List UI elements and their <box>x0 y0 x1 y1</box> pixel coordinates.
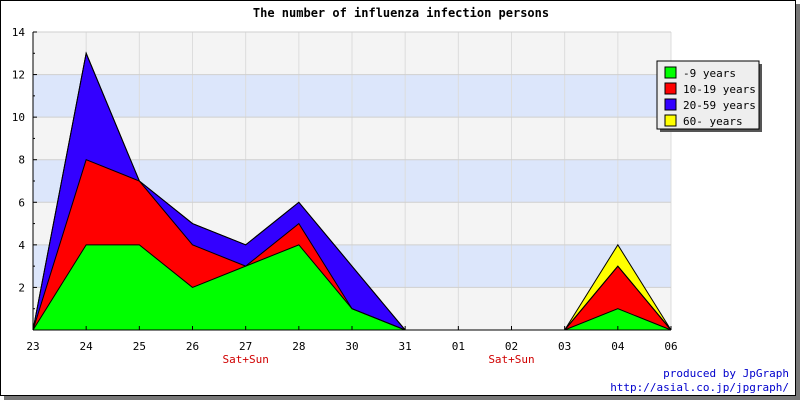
credit-line-1: produced by JpGraph <box>663 367 789 380</box>
weekend-label: Sat+Sun <box>222 353 268 366</box>
x-tick-label: 25 <box>133 340 146 353</box>
x-tick-label: 01 <box>452 340 465 353</box>
area--9-years <box>33 244 671 330</box>
x-tick-label: 28 <box>292 340 305 353</box>
x-tick-label: 23 <box>26 340 39 353</box>
legend-swatch <box>664 98 677 111</box>
credit-line-2: http://asial.co.jp/jpgraph/ <box>610 381 789 394</box>
x-tick-label: 02 <box>505 340 518 353</box>
y-tick-label: 4 <box>18 239 25 252</box>
chart-title: The number of influenza infection person… <box>253 6 549 20</box>
x-tick-label: 31 <box>399 340 412 353</box>
legend-label: -9 years <box>683 67 736 80</box>
x-tick-label: 30 <box>345 340 358 353</box>
chart-canvas: The number of influenza infection person… <box>12 6 789 394</box>
y-tick-label: 8 <box>18 154 25 167</box>
y-tick-label: 14 <box>12 26 26 39</box>
x-tick-label: 26 <box>186 340 199 353</box>
y-tick-label: 12 <box>12 69 25 82</box>
x-tick-label: 27 <box>239 340 252 353</box>
x-tick-label: 04 <box>611 340 625 353</box>
x-tick-label: 24 <box>80 340 94 353</box>
legend-swatch <box>664 82 677 95</box>
x-tick-label: 03 <box>558 340 571 353</box>
legend-label: 10-19 years <box>683 83 756 96</box>
legend: -9 years 10-19 years 20-59 years 60- years <box>656 60 762 132</box>
x-tick-label: 06 <box>664 340 677 353</box>
legend-label: 20-59 years <box>683 99 756 112</box>
x-axis-ticks: 23 24 25 26 27 28 30 31 01 02 03 04 06 Sat+Sun Sat+Sun <box>26 326 678 366</box>
y-tick-label: 6 <box>18 196 25 209</box>
weekend-label: Sat+Sun <box>488 353 534 366</box>
area-20-59-years <box>33 53 671 331</box>
legend-swatch <box>664 66 677 79</box>
y-tick-label: 10 <box>12 111 25 124</box>
legend-label: 60- years <box>683 115 743 128</box>
y-axis-ticks: 2 4 6 8 10 12 14 <box>12 26 37 310</box>
y-tick-label: 2 <box>18 281 25 294</box>
legend-swatch <box>664 114 677 127</box>
